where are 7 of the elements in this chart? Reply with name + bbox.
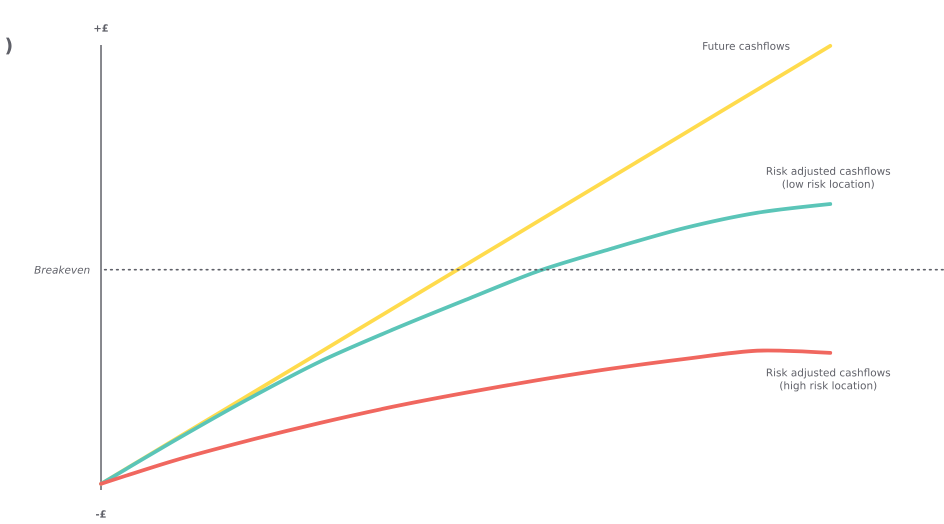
- text: -£: [96, 510, 106, 518]
- series-label: Future cashflows: [703, 42, 790, 50]
- text: +£: [94, 24, 108, 32]
- ref-line-label: Breakeven: [34, 266, 90, 274]
- text: Risk adjusted cashflows (low risk location): [766, 166, 890, 190]
- text: ): [6, 38, 12, 54]
- series-label: Risk adjusted cashflows (high risk location): [766, 368, 890, 392]
